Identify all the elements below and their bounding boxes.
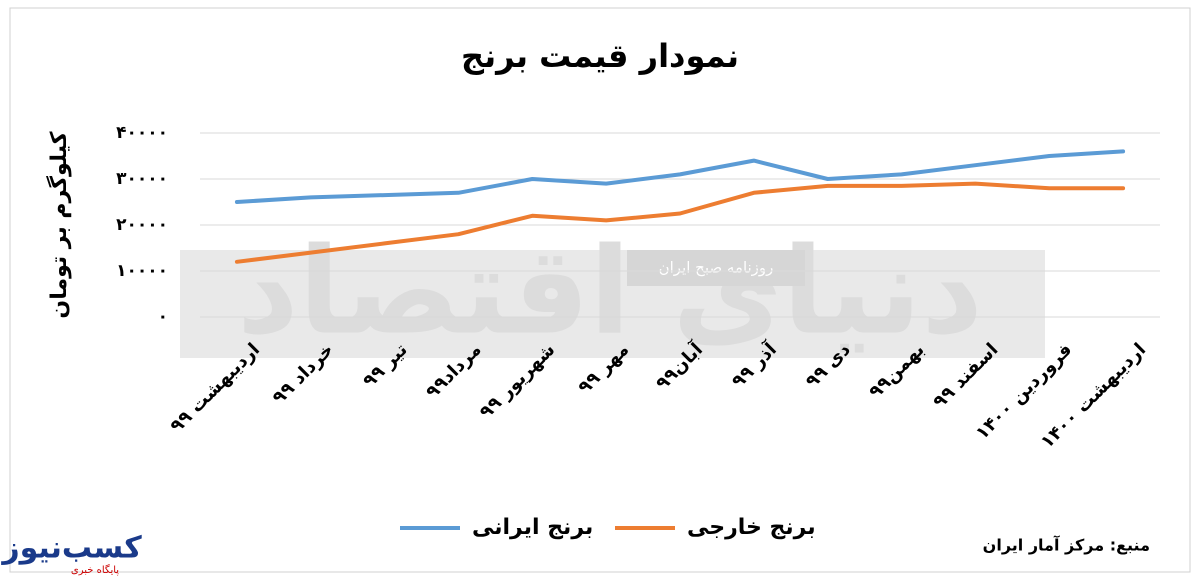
- series-line: [234, 181, 1126, 264]
- watermark-sub: روزنامه صبح ایران: [659, 259, 774, 277]
- y-tick-label: ۱۰۰۰۰: [116, 261, 168, 281]
- y-tick-label: ۴۰۰۰۰: [116, 123, 168, 143]
- logo-name: کسب‌نیوز: [0, 531, 142, 566]
- watermark-text: دنیای اقتصاد: [237, 223, 983, 362]
- y-axis-label: کیلوگرم بر تومان: [45, 131, 72, 318]
- source: منبع: مرکز آمار ایران: [983, 535, 1150, 555]
- legend-label: برنج ایرانی: [472, 515, 593, 540]
- y-tick-label: ۲۰۰۰۰: [116, 215, 168, 235]
- chart-title: نمودار قیمت برنج: [461, 37, 739, 75]
- y-tick-label: ۳۰۰۰۰: [116, 169, 168, 189]
- logo-tagline: پایگاه خبری: [71, 564, 119, 576]
- watermark-band: [180, 250, 1045, 358]
- watermark-sub-box: [627, 250, 805, 286]
- series-line: [234, 149, 1126, 204]
- legend-label: برنج خارجی: [687, 515, 816, 540]
- y-tick-label: ۰: [158, 307, 168, 327]
